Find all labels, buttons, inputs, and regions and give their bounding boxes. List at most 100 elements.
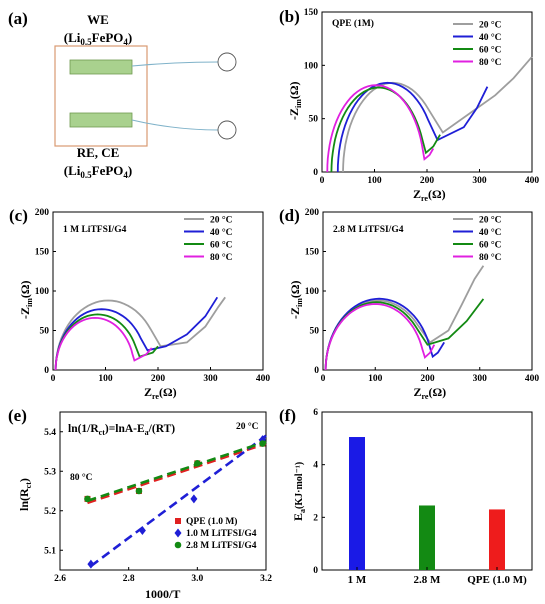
y-tick-label: 2 xyxy=(313,513,318,523)
panel-a-label: (a) xyxy=(8,9,28,28)
y-tick-label: 150 xyxy=(35,248,50,258)
x-tick-label: 400 xyxy=(525,176,540,186)
y-tick-label: 150 xyxy=(305,248,320,258)
legend-label-3: 80 °C xyxy=(479,57,502,68)
x-tick-label: 300 xyxy=(203,374,218,384)
y-axis-label: -Zim(Ω) xyxy=(288,281,304,320)
x-axis-label: 1000/T xyxy=(145,587,180,601)
y-tick-label: 5.4 xyxy=(44,428,56,438)
x-tick-label: 300 xyxy=(473,374,488,384)
x-tick-label: 3.0 xyxy=(191,574,203,584)
x-axis-label: Zre(Ω) xyxy=(413,187,446,203)
annotation-80c: 80 °C xyxy=(70,472,93,483)
data-point-1 xyxy=(87,559,95,569)
panel-a-schematic: (a) WE (Li0.5FePO4) RE, CE (Li0.5FePO4) xyxy=(8,9,237,180)
x-axis-label: Zre(Ω) xyxy=(144,385,177,401)
y-axis-label: ln(Rct) xyxy=(17,478,33,511)
legend-label-2: 2.8 M LiTFSI/G4 xyxy=(186,541,257,551)
legend-label-0: 20 °C xyxy=(210,215,233,226)
x-tick-label: 2.8 M xyxy=(414,574,442,586)
series-line-3 xyxy=(324,303,436,371)
series-line-1 xyxy=(324,297,445,371)
y-tick-label: 4 xyxy=(313,461,318,471)
y-tick-label: 5.2 xyxy=(44,507,56,517)
bar-1 xyxy=(419,505,435,570)
panel-d-nyquist: 0 100 200 300 400 0 50 100 150 200 20 °C40 °C 60 °C… xyxy=(279,206,539,401)
legend-label-3: 80 °C xyxy=(210,252,233,263)
we-material: (Li0.5FePO4) xyxy=(64,30,132,47)
legend-marker-1 xyxy=(174,528,182,538)
y-tick-label: 100 xyxy=(305,287,320,297)
y-tick-label: 50 xyxy=(310,327,320,337)
x-axis-label: Zre(Ω) xyxy=(414,385,447,401)
x-tick-label: 100 xyxy=(367,176,382,186)
cell-box xyxy=(54,45,148,147)
legend-label-1: 40 °C xyxy=(479,227,502,238)
fit-line-0 xyxy=(87,442,267,505)
plot-frame xyxy=(59,411,267,571)
x-tick-label: 200 xyxy=(151,374,166,384)
re-title: RE, CE xyxy=(77,145,120,160)
bar-2 xyxy=(489,509,505,570)
series-line-1 xyxy=(336,81,489,173)
data-point-1 xyxy=(138,526,146,535)
x-tick-label: 200 xyxy=(420,374,435,384)
legend-label-3: 80 °C xyxy=(479,252,502,263)
series-line-2 xyxy=(330,86,441,173)
panel-e-arrhenius: 2.6 2.8 3.0 3.2 5.1 5.2 5.3 5.4 QPE (1.0 M) 1.0 M… xyxy=(8,406,272,601)
y-tick-label: 100 xyxy=(35,287,50,297)
x-tick-label: 1 M xyxy=(348,574,367,586)
re-material: (Li0.5FePO4) xyxy=(64,163,132,180)
x-tick-label: 0 xyxy=(51,374,56,384)
x-tick-label: 400 xyxy=(256,374,271,384)
legend-label-0: 20 °C xyxy=(479,20,502,31)
re-wire xyxy=(131,119,219,131)
y-tick-label: 0 xyxy=(44,366,49,376)
x-tick-label: 3.2 xyxy=(260,574,272,584)
panel-f-label: (f) xyxy=(279,406,296,425)
legend-label-2: 60 °C xyxy=(479,45,502,56)
electrolyte-label: QPE (1M) xyxy=(332,18,374,29)
re-ce-electrode xyxy=(69,112,133,128)
panel-c-nyquist: 0 100 200 300 400 0 50 100 150 200 20 °C40 °C 60 °C… xyxy=(9,206,270,401)
y-tick-label: 200 xyxy=(35,208,50,218)
x-tick-label: 2.8 xyxy=(123,574,135,584)
electrolyte-label: 1 M LiTFSI/G4 xyxy=(63,225,127,235)
bar-0 xyxy=(349,437,365,570)
series-line-3 xyxy=(326,84,435,173)
y-tick-label: 0 xyxy=(313,566,318,576)
x-tick-label: 0 xyxy=(320,176,325,186)
panel-c-label: (c) xyxy=(9,206,28,225)
legend-label-1: 40 °C xyxy=(479,32,502,43)
legend-label-0: QPE (1.0 M) xyxy=(186,516,237,527)
x-tick-label: QPE (1.0 M) xyxy=(467,574,527,586)
x-tick-label: 400 xyxy=(525,374,540,384)
y-tick-label: 150 xyxy=(304,8,319,18)
legend-label-0: 20 °C xyxy=(479,215,502,226)
x-tick-label: 300 xyxy=(472,176,487,186)
x-tick-label: 2.6 xyxy=(54,574,66,584)
data-point-2 xyxy=(194,460,201,467)
fit-line-2 xyxy=(87,440,267,503)
y-tick-label: 100 xyxy=(304,61,319,71)
data-point-1 xyxy=(190,494,198,504)
series-line-0 xyxy=(54,296,226,371)
panel-b-label: (b) xyxy=(279,7,300,26)
y-tick-label: 0 xyxy=(314,366,319,376)
legend-marker-2 xyxy=(174,541,182,549)
y-tick-label: 50 xyxy=(40,327,50,337)
y-axis-label: -Zim(Ω) xyxy=(18,281,34,320)
panel-d-label: (d) xyxy=(279,206,300,225)
data-point-2 xyxy=(259,440,266,447)
y-axis-label: Ea(KJ·mol⁻¹) xyxy=(291,462,307,521)
we-terminal xyxy=(217,52,237,72)
series-line-3 xyxy=(54,316,153,371)
legend-label-1: 1.0 M LiTFSI/G4 xyxy=(186,529,257,539)
y-tick-label: 5.3 xyxy=(44,467,56,477)
y-axis-label: -Zim(Ω) xyxy=(287,82,303,121)
y-tick-label: 50 xyxy=(309,115,319,125)
x-tick-label: 200 xyxy=(420,176,435,186)
fit-line-1 xyxy=(90,434,267,568)
y-tick-label: 200 xyxy=(305,208,320,218)
